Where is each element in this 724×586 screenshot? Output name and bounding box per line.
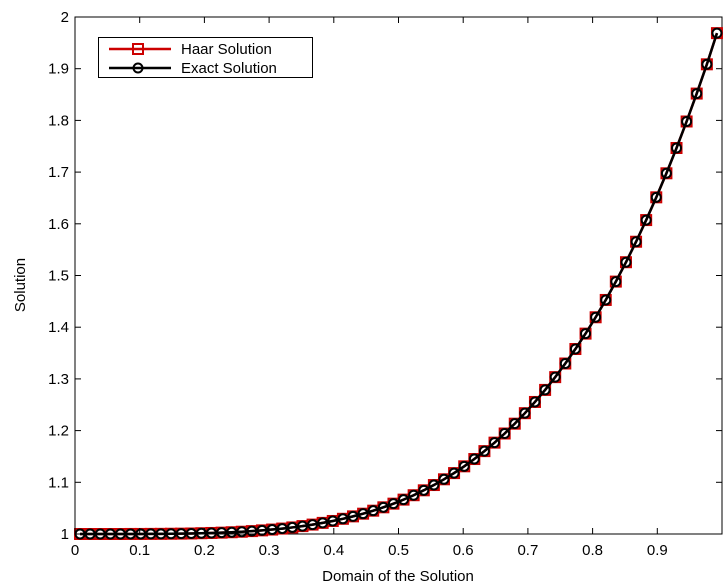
marker-exact-solution [711, 27, 723, 39]
plot-series [74, 27, 723, 540]
y-tick-label: 1.5 [48, 268, 69, 285]
marker-exact-solution [499, 427, 511, 439]
y-tick-label: 1.9 [48, 61, 69, 78]
marker-exact-solution [357, 508, 369, 520]
x-tick-label: 0.3 [259, 542, 280, 559]
marker-exact-solution [509, 418, 521, 430]
x-tick-label: 0.8 [582, 542, 603, 559]
marker-exact-solution [276, 523, 288, 535]
marker-exact-solution [681, 115, 693, 127]
marker-exact-solution [125, 528, 137, 540]
legend-item-exact: Exact Solution [103, 59, 311, 77]
marker-exact-solution [195, 527, 207, 539]
marker-exact-solution [387, 498, 399, 510]
marker-exact-solution [175, 528, 187, 540]
x-tick-label: 0.1 [129, 542, 150, 559]
marker-exact-solution [205, 527, 217, 539]
marker-exact-solution [671, 142, 683, 154]
y-tick-label: 1.2 [48, 423, 69, 440]
marker-exact-solution [165, 528, 177, 540]
marker-exact-solution [398, 494, 410, 506]
y-tick-label: 1.7 [48, 164, 69, 181]
legend: Haar Solution Exact Solution [98, 37, 313, 78]
x-tick-label: 0.7 [517, 542, 538, 559]
marker-exact-solution [438, 473, 450, 485]
marker-exact-solution [590, 311, 602, 323]
marker-exact-solution [569, 343, 581, 355]
marker-exact-solution [691, 88, 703, 100]
marker-exact-solution [418, 484, 430, 496]
marker-exact-solution [307, 519, 319, 531]
legend-swatch-exact-icon [109, 62, 171, 74]
marker-exact-solution [347, 510, 359, 522]
marker-exact-solution [640, 214, 652, 226]
y-tick-label: 1 [61, 526, 69, 543]
marker-exact-solution [145, 528, 157, 540]
plot-axes [74, 16, 723, 535]
marker-exact-solution [559, 357, 571, 369]
marker-exact-solution [135, 528, 147, 540]
marker-exact-solution [155, 528, 167, 540]
marker-exact-solution [529, 396, 541, 408]
marker-exact-solution [650, 191, 662, 203]
marker-exact-solution [428, 479, 440, 491]
marker-exact-solution [458, 460, 470, 472]
marker-exact-solution [519, 407, 531, 419]
marker-exact-solution [448, 467, 460, 479]
marker-exact-solution [114, 528, 126, 540]
marker-exact-solution [489, 437, 501, 449]
marker-exact-solution [84, 528, 96, 540]
marker-exact-solution [468, 453, 480, 465]
plot-ticks: 0 0.1 0.2 0.3 0.4 0.5 0.6 0.7 0.8 0.9 1 1.1 1.2 1.3 1.… [48, 9, 722, 559]
marker-exact-solution [377, 501, 389, 513]
y-tick-label: 1.6 [48, 216, 69, 233]
x-tick-label: 0.2 [194, 542, 215, 559]
marker-exact-solution [549, 371, 561, 383]
marker-exact-solution [256, 524, 268, 536]
x-tick-label: 0 [71, 542, 79, 559]
x-tick-label: 0.6 [453, 542, 474, 559]
marker-exact-solution [580, 328, 592, 340]
y-tick-label: 1.8 [48, 112, 69, 129]
marker-exact-solution [408, 489, 420, 501]
marker-exact-solution [236, 526, 248, 538]
x-tick-label: 0.9 [647, 542, 668, 559]
marker-exact-solution [478, 445, 490, 457]
marker-exact-solution [94, 528, 106, 540]
legend-label-exact: Exact Solution [181, 60, 277, 77]
y-tick-label: 1.3 [48, 371, 69, 388]
axes-box [74, 16, 723, 535]
marker-exact-solution [701, 58, 713, 70]
marker-exact-solution [296, 520, 308, 532]
legend-item-haar: Haar Solution [103, 40, 311, 58]
y-tick-label: 1.1 [48, 474, 69, 491]
legend-label-haar: Haar Solution [181, 41, 272, 58]
x-tick-label: 0.5 [388, 542, 409, 559]
x-tick-label: 0.4 [323, 542, 344, 559]
marker-exact-solution [620, 256, 632, 268]
marker-exact-solution [337, 513, 349, 525]
marker-exact-solution [246, 525, 258, 537]
y-axis-title: Solution [12, 258, 29, 312]
marker-exact-solution [226, 526, 238, 538]
marker-exact-solution [600, 294, 612, 306]
marker-exact-solution [216, 527, 228, 539]
x-axis-title: Domain of the Solution [322, 568, 474, 585]
marker-exact-solution [327, 515, 339, 527]
marker-exact-solution [630, 236, 642, 248]
marker-exact-solution [367, 505, 379, 517]
marker-exact-solution [660, 167, 672, 179]
marker-exact-solution [185, 527, 197, 539]
y-tick-label: 1.4 [48, 319, 69, 336]
marker-exact-solution [317, 517, 329, 529]
y-tick-label: 2 [61, 9, 69, 26]
marker-exact-solution [610, 276, 622, 288]
marker-exact-solution [286, 521, 298, 533]
legend-swatch-haar-icon [109, 43, 171, 55]
marker-exact-solution [539, 384, 551, 396]
marker-exact-solution [266, 524, 278, 536]
marker-exact-solution [104, 528, 116, 540]
